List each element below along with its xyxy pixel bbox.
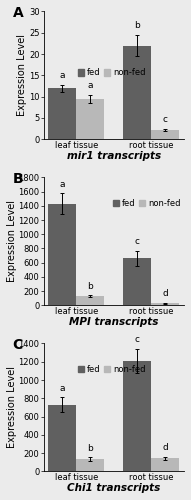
- X-axis label: Chi1 transcripts: Chi1 transcripts: [67, 483, 160, 493]
- Text: b: b: [87, 444, 93, 452]
- Bar: [76, 296, 104, 306]
- Text: c: c: [135, 336, 140, 344]
- Y-axis label: Expression Level: Expression Level: [17, 34, 28, 116]
- Text: b: b: [134, 22, 140, 30]
- Bar: [123, 258, 151, 306]
- Text: a: a: [60, 384, 65, 393]
- Bar: [76, 459, 104, 471]
- Text: C: C: [13, 338, 23, 352]
- Text: c: c: [135, 237, 140, 246]
- Text: c: c: [163, 115, 168, 124]
- Bar: [151, 130, 179, 140]
- Text: A: A: [13, 6, 23, 20]
- X-axis label: MPI transcripts: MPI transcripts: [69, 317, 159, 327]
- Text: d: d: [163, 289, 168, 298]
- Text: a: a: [60, 72, 65, 80]
- Text: d: d: [163, 443, 168, 452]
- Text: a: a: [88, 82, 93, 90]
- Bar: [151, 458, 179, 471]
- Legend: fed, non-fed: fed, non-fed: [111, 197, 182, 209]
- Bar: [48, 204, 76, 306]
- Bar: [48, 88, 76, 140]
- Bar: [151, 303, 179, 306]
- Y-axis label: Expression Level: Expression Level: [7, 366, 17, 448]
- Bar: [123, 46, 151, 140]
- Bar: [123, 361, 151, 472]
- Text: a: a: [60, 180, 65, 188]
- Legend: fed, non-fed: fed, non-fed: [76, 67, 147, 79]
- Legend: fed, non-fed: fed, non-fed: [76, 363, 147, 376]
- Bar: [76, 99, 104, 140]
- X-axis label: mir1 transcripts: mir1 transcripts: [67, 151, 161, 161]
- Bar: [48, 404, 76, 471]
- Y-axis label: Expression Level: Expression Level: [7, 200, 17, 282]
- Text: B: B: [13, 172, 23, 186]
- Text: b: b: [87, 282, 93, 290]
